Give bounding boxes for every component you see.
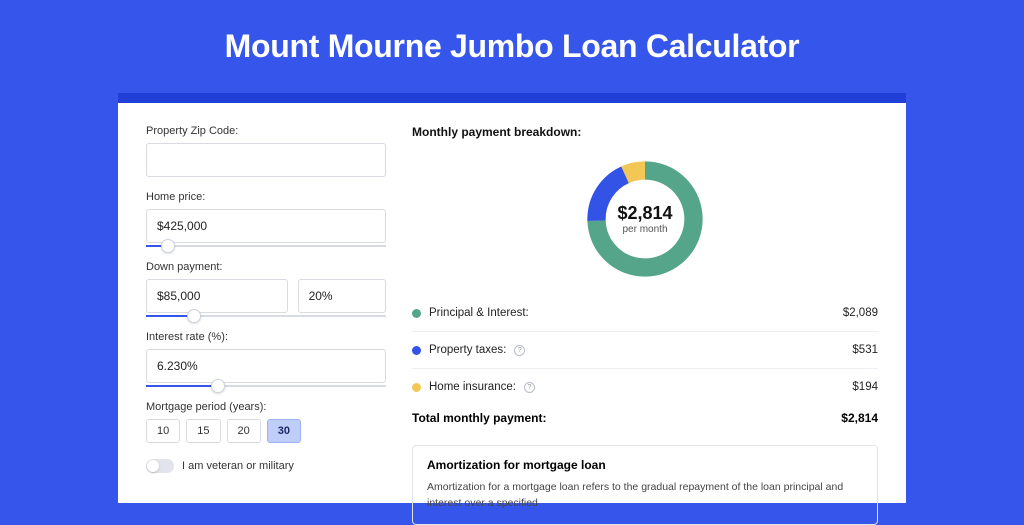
page-title: Mount Mourne Jumbo Loan Calculator xyxy=(0,0,1024,93)
breakdown-column: Monthly payment breakdown: $2,814 per mo… xyxy=(412,125,878,481)
breakdown-amount: $2,089 xyxy=(843,307,878,319)
interest-rate-slider[interactable] xyxy=(146,385,386,387)
home-price-label: Home price: xyxy=(146,191,386,203)
slider-thumb[interactable] xyxy=(161,239,175,253)
donut-amount: $2,814 xyxy=(617,203,672,224)
period-option-15[interactable]: 15 xyxy=(186,419,220,443)
interest-rate-field: Interest rate (%): xyxy=(146,331,386,387)
legend-dot xyxy=(412,346,421,355)
period-option-30[interactable]: 30 xyxy=(267,419,301,443)
veteran-toggle[interactable] xyxy=(146,459,174,473)
breakdown-amount: $531 xyxy=(852,344,878,356)
divider xyxy=(412,331,878,332)
zip-field: Property Zip Code: xyxy=(146,125,386,177)
zip-label: Property Zip Code: xyxy=(146,125,386,137)
breakdown-title: Monthly payment breakdown: xyxy=(412,125,878,139)
legend-dot xyxy=(412,309,421,318)
divider xyxy=(412,368,878,369)
breakdown-row: Property taxes:? $531 xyxy=(412,336,878,364)
home-price-input[interactable] xyxy=(146,209,386,243)
amortization-box: Amortization for mortgage loan Amortizat… xyxy=(412,445,878,525)
home-price-slider[interactable] xyxy=(146,245,386,247)
help-icon[interactable]: ? xyxy=(524,382,535,393)
down-payment-field: Down payment: xyxy=(146,261,386,317)
legend-dot xyxy=(412,383,421,392)
mortgage-period-label: Mortgage period (years): xyxy=(146,401,386,413)
total-row: Total monthly payment: $2,814 xyxy=(412,401,878,439)
period-option-20[interactable]: 20 xyxy=(227,419,261,443)
amortization-text: Amortization for a mortgage loan refers … xyxy=(427,480,863,512)
down-payment-label: Down payment: xyxy=(146,261,386,273)
veteran-label: I am veteran or military xyxy=(182,460,294,472)
home-price-field: Home price: xyxy=(146,191,386,247)
interest-rate-input[interactable] xyxy=(146,349,386,383)
slider-thumb[interactable] xyxy=(187,309,201,323)
help-icon[interactable]: ? xyxy=(514,345,525,356)
breakdown-amount: $194 xyxy=(852,381,878,393)
zip-input[interactable] xyxy=(146,143,386,177)
breakdown-label: Principal & Interest: xyxy=(429,307,529,319)
donut-sub: per month xyxy=(617,224,672,235)
interest-rate-label: Interest rate (%): xyxy=(146,331,386,343)
total-amount: $2,814 xyxy=(841,411,878,425)
total-label: Total monthly payment: xyxy=(412,411,546,425)
period-option-10[interactable]: 10 xyxy=(146,419,180,443)
down-payment-pct-input[interactable] xyxy=(298,279,386,313)
breakdown-row: Principal & Interest: $2,089 xyxy=(412,299,878,327)
donut-center: $2,814 per month xyxy=(617,203,672,235)
slider-thumb[interactable] xyxy=(211,379,225,393)
veteran-toggle-row: I am veteran or military xyxy=(146,459,386,473)
down-payment-slider[interactable] xyxy=(146,315,386,317)
form-column: Property Zip Code: Home price: Down paym… xyxy=(146,125,386,481)
breakdown-row: Home insurance:? $194 xyxy=(412,373,878,401)
breakdown-label: Home insurance: xyxy=(429,381,516,393)
donut-chart: $2,814 per month xyxy=(412,149,878,299)
calculator-card: Property Zip Code: Home price: Down paym… xyxy=(118,93,906,503)
amortization-title: Amortization for mortgage loan xyxy=(427,458,863,472)
breakdown-label: Property taxes: xyxy=(429,344,506,356)
down-payment-input[interactable] xyxy=(146,279,288,313)
mortgage-period-field: Mortgage period (years): 1015 2030 xyxy=(146,401,386,443)
